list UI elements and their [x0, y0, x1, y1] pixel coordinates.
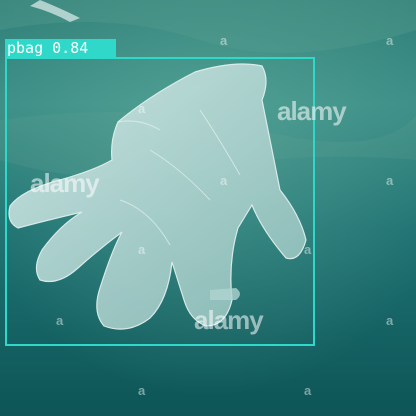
watermark-mark: a	[220, 33, 228, 48]
watermark-mark: a	[386, 173, 394, 188]
watermark-mark: a	[138, 242, 146, 257]
watermark-mark: a	[138, 383, 146, 398]
detection-label: pbag 0.84	[5, 39, 116, 58]
watermark-mark: a	[220, 173, 228, 188]
watermark-alamy: alamy	[194, 305, 264, 335]
watermark-mark: a	[304, 242, 312, 257]
glove-object	[8, 63, 307, 330]
watermark-mark: a	[304, 383, 312, 398]
watermark-mark: a	[386, 313, 394, 328]
detection-bounding-box	[5, 57, 315, 346]
watermark-mark: a	[386, 33, 394, 48]
watermark-mark: a	[138, 101, 146, 116]
watermark-alamy: alamy	[30, 168, 100, 198]
watermark-alamy: alamy	[277, 96, 347, 126]
watermark-mark: a	[56, 313, 64, 328]
